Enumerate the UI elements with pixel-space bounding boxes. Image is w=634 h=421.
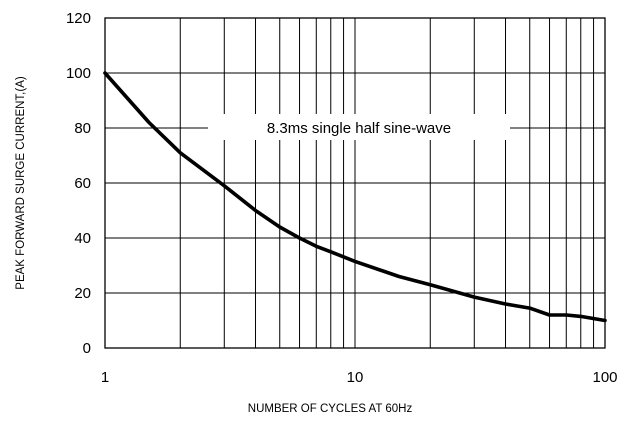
y-tick-label: 20 [74,285,91,302]
annotation-background [208,114,510,140]
grid [105,18,605,348]
x-axis-title: NUMBER OF CYCLES AT 60Hz [248,403,413,415]
y-tick-labels: 0 20 40 60 80 100 120 [66,10,91,357]
surge-current-line [103,71,607,323]
x-tick-label: 1 [101,369,109,386]
annotation-label: 8.3ms single half sine-wave [267,120,451,137]
y-tick-label: 0 [83,340,91,357]
x-tick-label: 10 [347,369,364,386]
y-tick-label: 60 [74,175,91,192]
y-tick-label: 100 [66,65,91,82]
y-tick-label: 120 [66,10,91,27]
y-tick-label: 80 [74,120,91,137]
plot-frame [104,17,606,349]
y-tick-label: 40 [74,230,91,247]
series-group [103,71,607,323]
x-tick-labels: 1 10 100 [101,369,618,386]
y-axis-title: PEAK FORWARD SURGE CURRENT,(A) [15,76,27,290]
x-tick-label: 100 [592,369,617,386]
